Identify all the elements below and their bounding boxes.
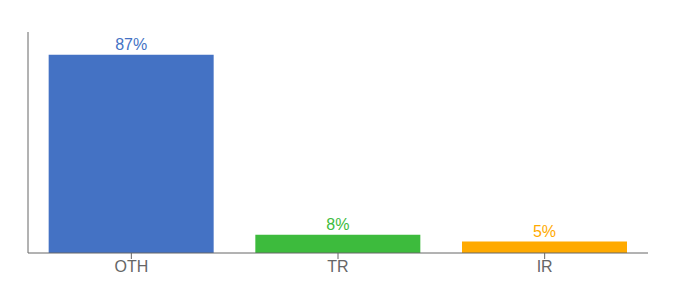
svg-text:TR: TR [327, 258, 348, 275]
svg-text:IR: IR [537, 258, 553, 275]
svg-text:5%: 5% [533, 223, 556, 240]
svg-text:87%: 87% [115, 36, 147, 53]
svg-text:OTH: OTH [114, 258, 148, 275]
svg-text:8%: 8% [326, 216, 349, 233]
